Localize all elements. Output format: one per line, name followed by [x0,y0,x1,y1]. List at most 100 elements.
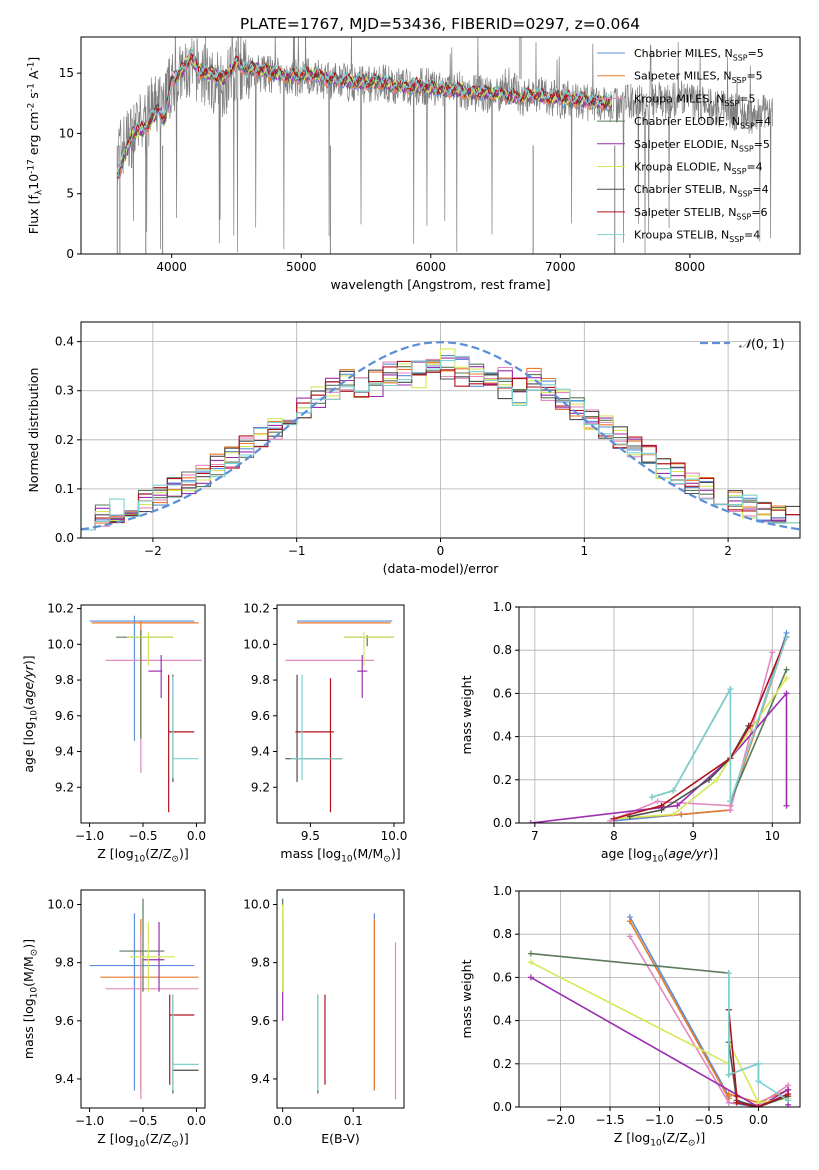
y-tick-label: 9.2 [55,780,74,794]
weight-marker-kroupa-elodie [783,675,790,682]
weight-line-salpeter-stelib [613,636,788,820]
x-axis-label: (data-model)/error [383,561,500,576]
y-tick-label: 10.0 [243,898,270,912]
y-tick-label: 0.4 [493,1014,512,1028]
chart-age_vs_mass: 9.5 10.0 9.2 9.4 9.6 9.8 10.0 10.2 mass [log10(M… [243,602,407,865]
chart-mass_vs_ebv: 0.0 0.1 9.4 9.6 9.8 10.0 E(B-V) [243,889,405,1146]
weight-marker-kroupa-elodie [527,959,534,966]
y-axis-label: mass [log10(M/M⊙)] [21,939,40,1059]
y-tick-label: 9.6 [55,1014,74,1028]
axes-frame [276,604,405,824]
model-spectrum-chabrier-stelib [116,56,613,175]
plot-area [282,898,397,1100]
weight-marker-kroupa-stelib [785,1097,792,1104]
y-tick-label: 0.6 [493,686,512,700]
data-spectrum-line [116,37,774,254]
x-tick-label: 0.1 [344,1114,363,1128]
weight-marker-kroupa-stelib [755,1078,762,1085]
y-tick-label: 0.2 [55,433,74,447]
y-tick-label: 0 [66,247,74,261]
weight-marker-chabrier-elodie [527,950,534,957]
x-axis-label: Z [log10(Z/Z⊙)] [97,846,188,865]
legend-label: 𝒩(0, 1) [739,336,785,351]
weight-line-chabrier-elodie [651,669,788,802]
y-tick-label: 15 [59,66,74,80]
y-tick-label: 0.8 [493,643,512,657]
y-tick-label: 0.8 [493,927,512,941]
plot-area [527,913,792,1107]
y-tick-label: 0.0 [493,1100,512,1114]
y-tick-label: 9.2 [251,780,270,794]
y-tick-label: 5 [66,187,74,201]
x-tick-label: 8 [610,829,618,843]
chart-spectrum: 4000 5000 6000 7000 8000 0 5 10 15 wavelength [An… [26,36,801,292]
histogram-salpeter-stelib [81,360,800,531]
x-tick-label: 9 [689,829,697,843]
x-tick-label: −1.0 [75,829,104,843]
gaussian-reference-curve [81,341,800,531]
x-tick-label: −0.5 [128,829,157,843]
y-tick-label: 0.1 [55,482,74,496]
y-tick-label: 9.4 [251,1072,270,1086]
plot-area [81,341,800,531]
model-spectrum-kroupa-miles [117,51,612,181]
weight-marker-salpeter-miles [725,1091,732,1098]
weight-marker-salpeter-elodie [783,690,790,697]
y-tick-label: 10.0 [47,898,74,912]
x-tick-label: −2 [144,544,162,558]
weight-marker-salpeter-elodie [527,974,534,981]
weight-marker-kroupa-miles [725,1099,732,1106]
weight-marker-kroupa-miles [769,649,776,656]
x-axis-label: wavelength [Angstrom, rest frame] [330,277,550,292]
plot-area [89,898,199,1100]
y-tick-label: 10.0 [243,637,270,651]
x-tick-label: 5000 [286,260,317,274]
y-axis-label: mass weight [459,675,474,754]
legend-label: Kroupa ELODIE, NSSP=4 [634,161,763,177]
legend-label: Kroupa STELIB, NSSP=4 [634,229,760,245]
x-tick-label: 10 [765,829,780,843]
y-tick-label: 0.0 [55,531,74,545]
y-tick-label: 9.4 [55,745,74,759]
y-tick-label: 10.2 [243,602,270,616]
model-spectrum-salpeter-elodie [116,50,613,175]
weight-marker-kroupa-miles [727,807,734,814]
x-tick-label: 6000 [416,260,447,274]
chart-weight_vs_age: 7 8 9 10 0.0 0.2 0.4 0.6 0.8 1.0 age [log10(age/yr… [459,600,801,865]
y-tick-label: 0.2 [493,773,512,787]
y-tick-label: 9.8 [251,956,270,970]
x-axis-label: mass [log10(M/M⊙)] [280,846,400,865]
x-tick-label: −1.0 [75,1114,104,1128]
x-axis-label: age [log10(age/yr)] [601,846,718,865]
weight-marker-kroupa-elodie [713,776,720,783]
y-tick-label: 0.0 [493,816,512,830]
weight-marker-chabrier-stelib [705,776,712,783]
x-tick-label: 0 [437,544,445,558]
model-spectrum-salpeter-miles [116,54,612,181]
figure-title: PLATE=1767, MJD=53436, FIBERID=0297, z=0… [240,15,640,33]
model-spectrum-kroupa-elodie [116,54,613,172]
weight-marker-salpeter-stelib [610,815,617,822]
x-tick-label: 2 [724,544,732,558]
y-tick-label: 0.6 [493,970,512,984]
weight-marker-kroupa-stelib [755,1060,762,1067]
y-tick-label: 9.4 [251,745,270,759]
x-tick-label: −1.5 [595,1113,624,1127]
y-axis-label: age [log10(age/yr)] [21,655,40,772]
x-axis-label: E(B-V) [321,1131,360,1146]
data-masked-region [518,37,522,80]
y-tick-label: 10.0 [47,637,74,651]
weight-marker-salpeter-miles [626,918,633,925]
weight-marker-kroupa-miles [626,933,633,940]
y-axis-label: Flux [fλ10-17 erg cm-2 s-1 A-1] [26,57,45,235]
axes-frame [80,36,801,255]
y-tick-label: 9.6 [251,709,270,723]
x-tick-label: 1 [580,544,588,558]
y-tick-label: 1.0 [493,600,512,614]
y-tick-label: 0.4 [55,335,74,349]
plot-area [527,629,790,823]
histogram-kroupa-stelib [81,355,800,531]
histogram-kroupa-elodie [81,348,800,531]
x-tick-label: 7 [531,829,539,843]
